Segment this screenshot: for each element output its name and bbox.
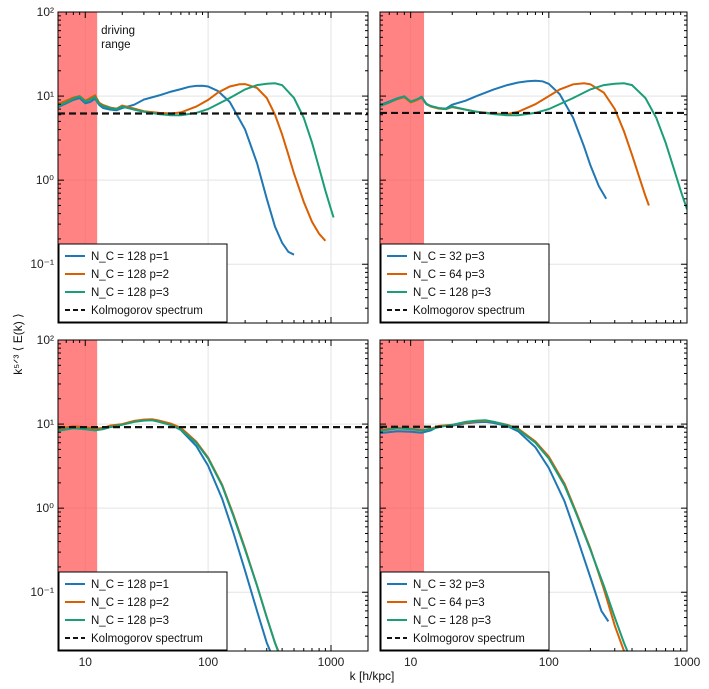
y-tick-label: 10⁻¹	[30, 257, 54, 271]
panels-container: driving range 10⁻¹ 10⁰ 10¹ 10² N_C = 128 p=1 N_…	[30, 5, 700, 669]
legend-entry: Kolmogorov spectrum	[91, 305, 203, 317]
y-tick-label: 10⁻¹	[30, 585, 54, 599]
x-tick-label: 10	[79, 655, 93, 669]
legend-entry: Kolmogorov spectrum	[413, 633, 525, 645]
legend-entry: N_C = 128 p=2	[91, 269, 169, 281]
legend-entry: N_C = 128 p=3	[413, 287, 491, 299]
legend-box	[380, 243, 550, 323]
series-line-2	[380, 419, 629, 651]
y-tick-label: 10⁰	[36, 173, 54, 187]
y-axis-label: k⁵ᐟ³ ⟨ E(k) ⟩	[11, 313, 25, 374]
plot-frame	[379, 339, 688, 652]
series-line-0	[380, 420, 610, 622]
y-tick-label: 10¹	[37, 89, 54, 103]
legend-entry: N_C = 64 p=3	[413, 269, 485, 281]
driving-range-annotation: driving	[101, 25, 135, 37]
plot-frame	[57, 339, 369, 652]
y-tick-label: 10²	[37, 333, 54, 347]
legend-entry: N_C = 128 p=2	[91, 597, 169, 609]
series-group	[380, 79, 687, 210]
x-axis-label: k [h/kpc]	[350, 669, 395, 683]
y-tick-label: 10²	[37, 5, 54, 19]
series-group	[58, 82, 368, 256]
series-line-1	[58, 83, 327, 242]
panel-bottom-right: 10 100 1000 N_C = 32 p=3 N_C = 64 p=3 N_C = 1…	[379, 339, 701, 669]
x-tick-label: 100	[198, 655, 218, 669]
x-tick-label: 100	[539, 655, 559, 669]
x-tick-label: 10	[404, 655, 418, 669]
series-group	[380, 419, 687, 651]
legend-box	[58, 243, 228, 323]
legend-entry: Kolmogorov spectrum	[413, 305, 525, 317]
series-line-2	[58, 419, 280, 651]
legend-box	[58, 571, 228, 651]
panel-bottom-left: 10 100 1000 10⁻¹ 10⁰ 10¹ 10² N_C = 128 p=1 N_C =…	[30, 333, 369, 669]
x-tick-label: 1000	[318, 655, 345, 669]
legend-entry: N_C = 128 p=1	[91, 579, 169, 591]
legend-entry: N_C = 32 p=3	[413, 579, 485, 591]
legend-entry: Kolmogorov spectrum	[91, 633, 203, 645]
legend-entry: N_C = 128 p=3	[91, 287, 169, 299]
plot-frame	[57, 11, 369, 324]
panel-top-right: N_C = 32 p=3 N_C = 64 p=3 N_C = 128 p=3 Kol…	[379, 11, 688, 324]
x-tick-label: 1000	[674, 655, 701, 669]
plot-frame	[379, 11, 688, 324]
driving-range-annotation: range	[101, 39, 130, 51]
y-tick-label: 10⁰	[36, 501, 54, 515]
legend-entry: N_C = 64 p=3	[413, 597, 485, 609]
y-tick-label: 10¹	[37, 417, 54, 431]
legend-entry: N_C = 128 p=3	[91, 615, 169, 627]
legend-entry: N_C = 128 p=1	[91, 251, 169, 263]
series-line-2	[380, 82, 687, 210]
legend-entry: N_C = 128 p=3	[413, 615, 491, 627]
series-line-0	[58, 84, 295, 256]
legend-entry: N_C = 32 p=3	[413, 251, 485, 263]
panel-top-left: driving range 10⁻¹ 10⁰ 10¹ 10² N_C = 128 p=1 N_…	[30, 5, 369, 324]
series-group	[58, 418, 368, 651]
legend-box	[380, 571, 550, 651]
